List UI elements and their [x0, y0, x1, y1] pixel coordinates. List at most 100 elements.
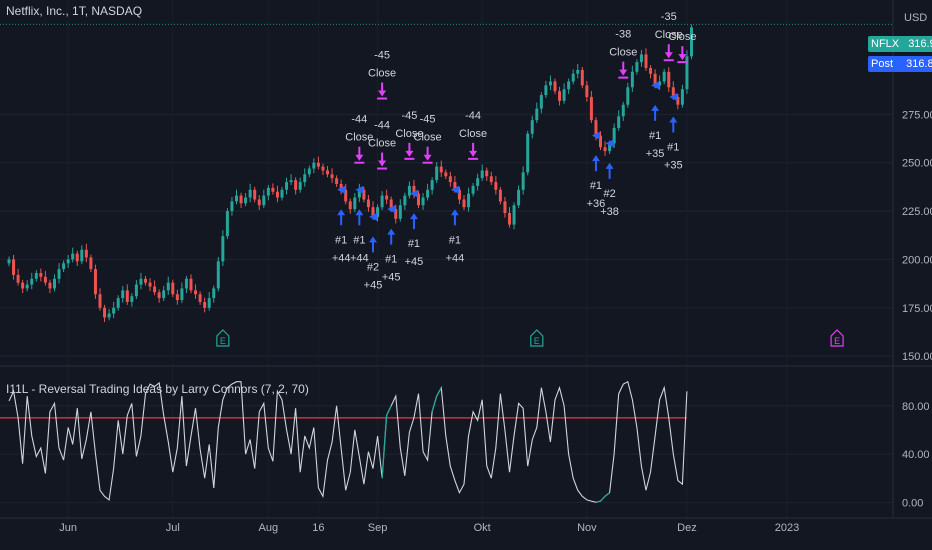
candle-body [562, 89, 566, 101]
time-tick-label: Nov [577, 522, 597, 534]
buy-arrow-head [450, 209, 459, 216]
candle-body [530, 120, 534, 134]
candle-body [12, 259, 16, 275]
entry-triangle [387, 205, 396, 214]
indicator-tick-label: 80.00 [902, 401, 930, 413]
candle-body [116, 298, 120, 308]
symbol-title[interactable]: Netflix, Inc., 1T, NASDAQ [6, 4, 143, 18]
candle-body [535, 108, 539, 121]
candle-body [153, 286, 157, 293]
candle-body [439, 166, 443, 173]
candle-body [676, 96, 680, 105]
candle-body [690, 27, 693, 57]
buy-amount: +35 [664, 159, 683, 171]
candle-body [485, 170, 489, 177]
entry-triangle [369, 212, 377, 221]
close-arrow-head [469, 150, 478, 157]
indicator-tick-label: 40.00 [902, 449, 930, 461]
oscillator-pane [0, 380, 688, 503]
price-candles [0, 23, 893, 323]
candle-body [275, 191, 279, 198]
price-tick-label: 200.00 [902, 254, 932, 266]
grid-lines [0, 113, 893, 503]
candle-body [266, 187, 270, 196]
entry-triangle [337, 185, 346, 194]
candle-body [457, 189, 461, 200]
time-tick-label: Jul [166, 522, 180, 534]
close-amount: -44 [374, 120, 390, 132]
candle-body [230, 201, 234, 212]
earnings-letter: E [220, 336, 226, 346]
candle-body [380, 195, 384, 208]
close-amount: -45 [420, 114, 436, 126]
close-label: Close [655, 29, 683, 41]
candle-body [357, 189, 361, 198]
entry-triangle [355, 185, 364, 194]
buy-label: #1 [385, 254, 397, 266]
candle-body [89, 257, 93, 270]
candle-body [603, 147, 607, 152]
buy-arrow-head [369, 236, 377, 243]
close-arrow-head [664, 52, 673, 59]
close-amount: -38 [615, 29, 631, 41]
earnings-badge [530, 329, 544, 347]
candle-body [621, 104, 625, 117]
candle-body [162, 290, 166, 299]
candle-body [489, 176, 493, 183]
candle-body [112, 307, 116, 314]
oscillator-trade-segment [431, 387, 442, 412]
buy-label: #1 [649, 130, 661, 142]
buy-arrow-head [337, 209, 346, 216]
candle-body [148, 282, 152, 287]
candle-body [62, 263, 66, 270]
candle-body [426, 189, 430, 198]
buy-amount: +44 [332, 252, 351, 264]
buy-amount: +35 [646, 148, 665, 160]
candle-body [630, 71, 634, 88]
candle-body [462, 199, 466, 208]
candle-body [476, 178, 480, 186]
candle-body [480, 170, 484, 179]
candle-body [93, 269, 97, 295]
candle-body [326, 170, 329, 175]
candle-body [444, 172, 448, 177]
candle-body [539, 95, 543, 109]
price-tick-label: 175.00 [902, 303, 932, 315]
buy-arrow-head [591, 155, 600, 162]
candle-body [212, 288, 216, 299]
indicator-title[interactable]: I11L - Reversal Trading Ideas by Larry C… [6, 382, 309, 396]
candle-body [389, 199, 393, 210]
price-tag-post: Post 316.88 [868, 56, 932, 72]
candle-body [303, 174, 307, 183]
candle-body [253, 189, 257, 200]
candle-body [207, 298, 211, 308]
close-arrow-head [678, 54, 687, 61]
candle-body [503, 201, 507, 214]
candle-body [98, 294, 102, 308]
close-amount: -45 [401, 110, 417, 122]
price-tag-value: 316.95 [908, 38, 932, 50]
candle-body [448, 176, 452, 183]
candle-body [526, 133, 530, 173]
oscillator-line [8, 380, 688, 503]
candle-body [316, 162, 320, 167]
buy-arrow-head [409, 213, 418, 220]
candle-body [517, 189, 521, 206]
candle-body [362, 189, 366, 200]
buy-label: #1 [335, 234, 347, 246]
buy-amount: +45 [364, 279, 383, 291]
price-tag-nflx: NFLX 316.95 [868, 36, 932, 52]
close-label: Close [395, 128, 423, 140]
candle-body [548, 81, 552, 86]
candle-body [330, 174, 334, 179]
candle-body [84, 249, 88, 258]
indicator-tick-label: 0.00 [902, 497, 923, 509]
candle-body [576, 69, 580, 74]
price-tag-session: Post [871, 58, 894, 70]
earnings-letter: E [534, 336, 540, 346]
time-tick-label: 16 [312, 522, 324, 534]
candle-body [198, 294, 202, 302]
candle-body [57, 269, 61, 279]
